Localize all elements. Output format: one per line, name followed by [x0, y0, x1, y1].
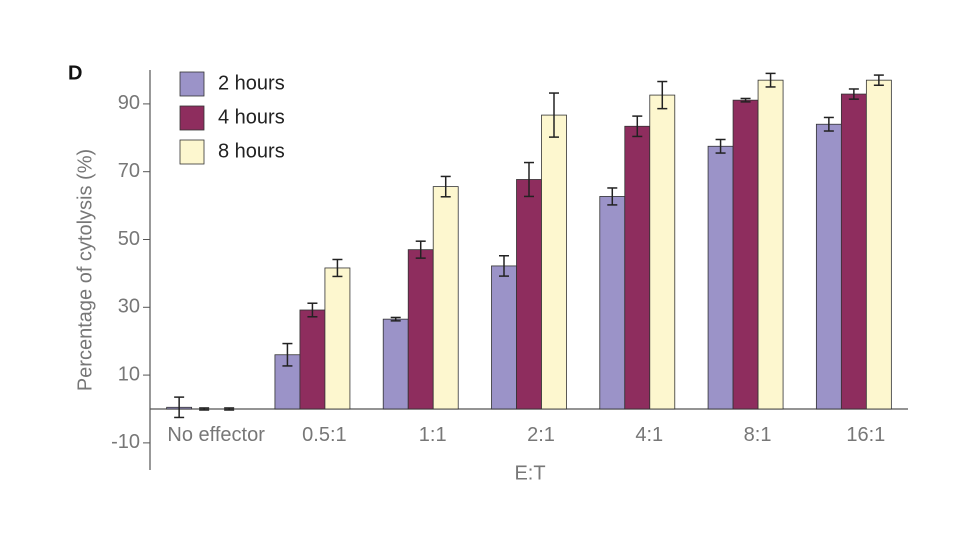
error-bar	[765, 72, 776, 88]
error-bar	[715, 138, 726, 154]
bar	[707, 145, 734, 410]
error-bar	[873, 74, 884, 87]
error-bar	[740, 97, 751, 103]
bar	[299, 309, 326, 410]
legend-swatch	[179, 105, 205, 131]
x-tick-label: 2:1	[527, 423, 555, 446]
bar	[732, 99, 759, 410]
y-axis-title: Percentage of cytolysis (%)	[74, 149, 96, 391]
bar	[757, 79, 784, 410]
error-bar	[823, 116, 834, 132]
x-axis-title: E:T	[514, 462, 545, 484]
x-tick-label: 1:1	[418, 423, 447, 446]
bar	[649, 94, 676, 410]
x-tick-label: 4:1	[635, 423, 664, 446]
error-bar	[848, 88, 859, 100]
y-tick-label: 30	[118, 296, 140, 318]
x-tick-label: 8:1	[743, 423, 772, 446]
bar	[432, 186, 459, 410]
error-bar	[174, 396, 185, 419]
legend-label: 4 hours	[218, 106, 285, 128]
error-bar	[499, 255, 509, 277]
y-tick-label: 10	[118, 363, 140, 385]
panel-label: D	[68, 62, 82, 84]
error-bar	[282, 342, 293, 367]
x-tick-label: No effector	[167, 423, 265, 446]
error-bar	[224, 407, 235, 411]
bar	[516, 179, 542, 410]
bar	[815, 123, 842, 410]
bar	[599, 196, 626, 410]
bar	[865, 79, 892, 410]
error-bar	[440, 175, 451, 198]
legend-label: 2 hours	[218, 72, 285, 94]
error-bar	[307, 302, 318, 318]
y-tick-label: 90	[118, 92, 140, 114]
bar	[624, 125, 651, 410]
bar	[491, 265, 517, 410]
legend-swatch	[179, 139, 205, 165]
bar	[840, 93, 867, 410]
y-tick-label: 50	[118, 228, 140, 250]
error-bar	[332, 258, 343, 278]
error-bar	[657, 80, 668, 110]
bar	[382, 318, 409, 410]
bar	[407, 249, 434, 410]
y-tick-label: 70	[118, 160, 140, 182]
x-tick-label: 0.5:1	[302, 423, 347, 446]
error-bar	[199, 407, 210, 411]
error-bar	[632, 115, 643, 138]
x-tick-label: 16:1	[846, 423, 886, 446]
bar	[324, 267, 351, 410]
legend-swatch	[179, 71, 205, 97]
y-tick-label: -10	[111, 431, 140, 453]
error-bar	[415, 240, 426, 259]
bar	[541, 114, 567, 410]
error-bar	[524, 161, 534, 198]
error-bar	[390, 316, 401, 322]
legend-label: 8 hours	[218, 140, 285, 162]
error-bar	[549, 92, 559, 138]
error-bar	[607, 187, 618, 206]
